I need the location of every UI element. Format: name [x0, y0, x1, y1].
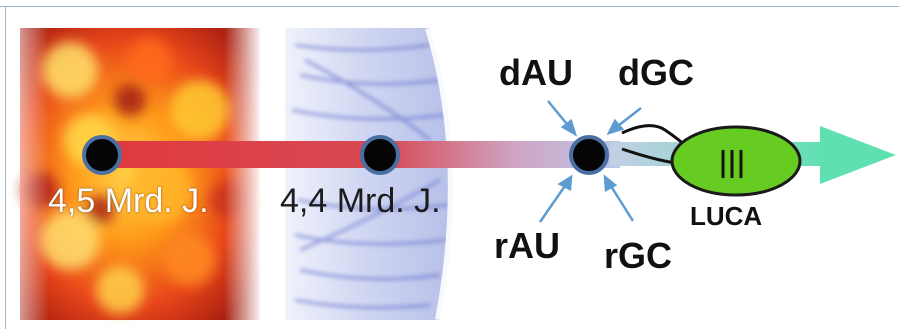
node-molecules — [569, 135, 609, 175]
luca-label: LUCA — [690, 201, 763, 231]
label-rGC: rGC — [604, 235, 673, 276]
arrow-rGC — [607, 182, 635, 222]
frame-border-top — [0, 6, 899, 7]
node-4-4-mrd — [360, 135, 400, 175]
timeline-bar — [100, 141, 620, 168]
arrowhead — [820, 126, 896, 184]
arrow-rAU — [538, 182, 569, 223]
fire-background — [20, 28, 260, 320]
label-dAU: dAU — [499, 52, 573, 93]
ice-background — [285, 26, 458, 321]
luca-genome-icon — [721, 150, 743, 178]
label-dGC: dGC — [618, 52, 694, 93]
luca-cell — [670, 125, 802, 197]
frame-border-left — [5, 6, 6, 329]
era-label-4-5: 4,5 Mrd. J. — [48, 182, 209, 220]
node-4-5-mrd — [82, 135, 122, 175]
pointer-arrows — [538, 100, 642, 223]
label-rAU: rAU — [494, 225, 561, 266]
era-label-4-4: 4,4 Mrd. J. — [280, 182, 441, 220]
